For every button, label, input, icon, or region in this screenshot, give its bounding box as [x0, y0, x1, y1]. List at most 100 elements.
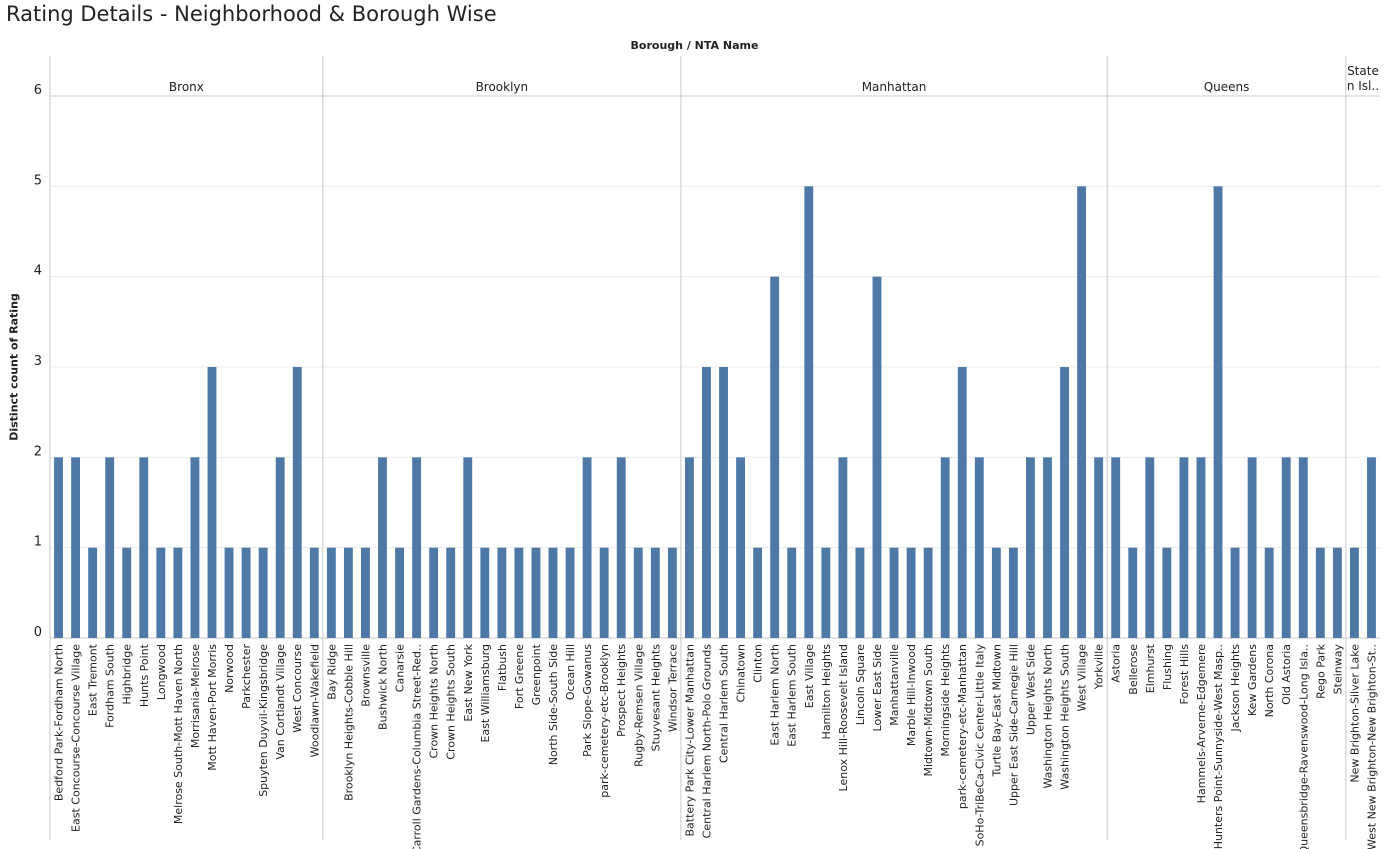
bar — [1332, 547, 1342, 638]
x-tick-label: Steinway — [1331, 644, 1344, 695]
x-tick-label: Windsor Terrace — [666, 644, 679, 732]
bar — [531, 547, 541, 638]
bar — [105, 457, 115, 638]
bar — [787, 547, 797, 638]
x-tick-label: Longwood — [155, 644, 168, 700]
x-tick-label: park-cemetery-etc-Brooklyn — [598, 644, 611, 798]
x-tick-label: Rego Park — [1314, 643, 1327, 699]
y-tick-label: 3 — [34, 354, 42, 369]
x-tick-label: East Concourse-Concourse Village — [70, 644, 83, 832]
x-tick-label: Chinatown — [735, 644, 748, 702]
x-tick-label: Washington Heights North — [1042, 644, 1055, 789]
bar — [1315, 547, 1325, 638]
x-tick-label: Central Harlem North-Polo Grounds — [700, 644, 713, 839]
x-tick-label: West Concourse — [291, 644, 304, 733]
bar — [872, 276, 882, 638]
bar — [429, 547, 439, 638]
x-tick-label: Turtle Bay-East Midtown — [990, 644, 1003, 778]
bar — [1043, 457, 1052, 638]
bar — [224, 547, 234, 638]
x-tick-label: Bushwick North — [377, 644, 390, 730]
bar — [497, 547, 507, 638]
x-tick-label: East New York — [462, 643, 475, 721]
x-tick-label: Elmhurst — [1144, 643, 1157, 693]
x-tick-label: Upper West Side — [1024, 644, 1037, 735]
bar — [1179, 457, 1189, 638]
x-tick-label: Crown Heights South — [445, 644, 458, 760]
x-tick-label: Morningside Heights — [939, 644, 952, 757]
x-tick-label: Midtown-Midtown South — [922, 644, 935, 777]
bar — [1213, 186, 1223, 639]
bar — [940, 457, 950, 638]
x-tick-label: Manhattanville — [888, 644, 901, 726]
bar — [258, 547, 268, 638]
borough-header: State — [1347, 64, 1379, 78]
bar — [855, 547, 865, 638]
x-tick-label: Parkchester — [240, 644, 253, 709]
bar — [889, 547, 899, 638]
x-tick-label: Carroll Gardens-Columbia Street-Red.. — [411, 644, 424, 849]
bar — [736, 457, 746, 638]
x-tick-label: Lincoln Square — [854, 644, 867, 725]
bar — [190, 457, 200, 638]
bar — [770, 276, 780, 638]
bar — [684, 457, 694, 638]
bar — [326, 547, 336, 638]
y-tick-label: 4 — [34, 264, 42, 279]
x-tick-label: Mott Haven-Port Morris — [206, 644, 219, 771]
x-tick-label: Norwood — [223, 644, 236, 693]
x-tick-label: Yorkville — [1093, 644, 1106, 691]
x-tick-label: Greenpoint — [530, 643, 543, 705]
y-tick-label: 1 — [34, 535, 42, 550]
bar — [1008, 547, 1018, 638]
x-tick-label: Fordham South — [104, 644, 117, 728]
bar — [378, 457, 387, 638]
y-tick-label: 2 — [34, 444, 42, 459]
bar — [667, 547, 677, 638]
x-tick-label: Flatbush — [496, 644, 509, 691]
bar — [702, 367, 711, 638]
x-tick-label: West Village — [1076, 644, 1089, 712]
y-tick-label: 5 — [34, 173, 42, 188]
x-tick-label: Lenox Hill-Roosevelt Island — [837, 644, 850, 791]
bar — [514, 547, 524, 638]
column-header: Borough / NTA Name — [630, 39, 759, 52]
x-tick-label: SoHo-TriBeCa-Civic Center-Little Italy — [973, 644, 986, 847]
x-tick-label: Canarsie — [394, 644, 407, 692]
x-tick-label: Woodlawn-Wakefield — [308, 644, 321, 757]
bar — [292, 367, 302, 638]
borough-header: Queens — [1204, 80, 1250, 94]
x-tick-label: Bellerose — [1127, 644, 1140, 695]
x-tick-label: Bay Ridge — [325, 644, 338, 700]
bar — [343, 547, 353, 638]
bar — [361, 547, 370, 638]
bar — [821, 547, 831, 638]
x-tick-label: Highbridge — [121, 644, 134, 705]
borough-header: Brooklyn — [476, 80, 529, 94]
bar — [804, 186, 814, 639]
bar — [1230, 547, 1240, 638]
x-tick-label: park-cemetery-etc-Manhattan — [956, 644, 969, 809]
x-tick-label: Forest Hills — [1178, 644, 1191, 705]
borough-header: n Isl.. — [1347, 79, 1379, 93]
borough-header: Manhattan — [862, 80, 927, 94]
borough-header: Bronx — [169, 80, 204, 94]
bar — [1298, 457, 1308, 638]
bar — [1247, 457, 1257, 638]
x-tick-label: Queensbridge-Ravenswood-Long Isla.. — [1297, 644, 1310, 849]
x-tick-label: Astoria — [1110, 644, 1123, 683]
bar — [1128, 547, 1138, 638]
x-tick-label: Bedford Park-Fordham North — [53, 644, 66, 801]
bar — [565, 547, 575, 638]
x-tick-label: Ocean Hill — [564, 644, 577, 700]
x-tick-label: Fort Greene — [513, 644, 526, 709]
bar — [1026, 457, 1035, 638]
bar — [599, 547, 609, 638]
bar — [974, 457, 984, 638]
x-tick-label: Clinton — [752, 644, 765, 683]
x-tick-label: Battery Park City-Lower Manhattan — [683, 644, 696, 837]
bar — [991, 547, 1001, 638]
x-tick-label: East Williamsburg — [479, 644, 492, 743]
x-tick-label: North Corona — [1263, 644, 1276, 717]
